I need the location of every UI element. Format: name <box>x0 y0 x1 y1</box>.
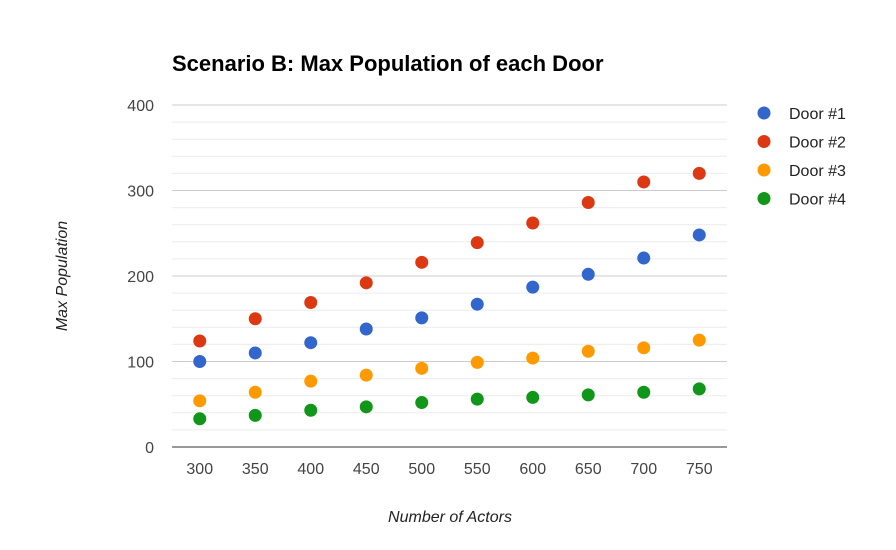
legend-entry: Door #2 <box>757 135 846 152</box>
data-point <box>637 341 651 355</box>
data-point <box>581 195 595 209</box>
data-point <box>526 216 540 230</box>
data-point <box>637 251 651 265</box>
x-tick-label: 450 <box>353 461 380 478</box>
data-point <box>415 311 429 325</box>
x-tick-label: 700 <box>630 461 657 478</box>
legend-entry: Door #1 <box>757 106 846 123</box>
x-tick-label: 300 <box>186 461 213 478</box>
data-point <box>193 334 207 348</box>
data-point <box>692 382 706 396</box>
data-point <box>304 296 318 310</box>
chart-title: Scenario B: Max Population of each Door <box>172 51 604 76</box>
data-point <box>248 408 262 422</box>
y-tick-label: 0 <box>145 440 154 457</box>
y-tick-label: 300 <box>127 184 154 201</box>
data-point <box>193 355 207 368</box>
y-axis-title: Max Population <box>54 221 71 331</box>
legend-entry: Door #3 <box>757 163 846 180</box>
x-tick-label: 750 <box>686 461 713 478</box>
data-point <box>470 392 484 406</box>
y-tick-label: 400 <box>127 98 154 115</box>
x-axis-title: Number of Actors <box>388 509 512 526</box>
y-tick-label: 200 <box>127 269 154 286</box>
data-point <box>692 166 706 180</box>
series-door-3 <box>193 333 706 408</box>
x-tick-label: 550 <box>464 461 491 478</box>
x-tick-label: 650 <box>575 461 602 478</box>
legend-label: Door #4 <box>789 192 846 209</box>
data-point <box>304 336 318 350</box>
legend-label: Door #1 <box>789 106 846 123</box>
data-point <box>581 344 595 358</box>
series-door-4 <box>193 382 706 426</box>
data-point <box>526 351 540 365</box>
x-tick-label: 600 <box>519 461 546 478</box>
data-point <box>359 368 373 382</box>
data-point <box>415 361 429 375</box>
data-point <box>526 280 540 294</box>
data-point <box>470 297 484 311</box>
axes: 0 100 200 300 400 300 350 400 450 500 550 600 650 700… <box>127 98 727 478</box>
data-point <box>692 333 706 347</box>
data-point <box>248 312 262 326</box>
x-tick-label: 350 <box>242 461 269 478</box>
data-point <box>193 394 207 408</box>
data-point <box>581 388 595 402</box>
data-point <box>359 276 373 290</box>
legend-label: Door #2 <box>789 135 846 152</box>
data-point <box>470 355 484 369</box>
series-door-2 <box>193 166 706 348</box>
data-points <box>193 166 706 426</box>
data-point <box>304 403 318 417</box>
data-point <box>470 236 484 250</box>
gridlines <box>172 104 727 431</box>
x-tick-label: 400 <box>297 461 324 478</box>
data-point <box>248 385 262 399</box>
y-tick-label: 100 <box>127 355 154 372</box>
data-point <box>415 255 429 269</box>
data-point <box>248 346 262 360</box>
legend-marker <box>757 192 771 205</box>
data-point <box>359 322 373 336</box>
legend: Door #1 Door #2 Door #3 Door #4 <box>757 106 846 209</box>
series-door-1 <box>193 228 706 368</box>
legend-entry: Door #4 <box>757 192 846 209</box>
data-point <box>526 390 540 404</box>
data-point <box>637 175 651 189</box>
x-tick-label: 500 <box>408 461 435 478</box>
legend-marker <box>757 135 771 148</box>
legend-marker <box>757 106 771 120</box>
legend-marker <box>757 163 771 177</box>
data-point <box>692 228 706 242</box>
data-point <box>193 412 207 426</box>
legend-label: Door #3 <box>789 163 846 180</box>
data-point <box>415 396 429 410</box>
data-point <box>637 385 651 399</box>
data-point <box>359 400 373 414</box>
data-point <box>304 374 318 388</box>
data-point <box>581 267 595 281</box>
